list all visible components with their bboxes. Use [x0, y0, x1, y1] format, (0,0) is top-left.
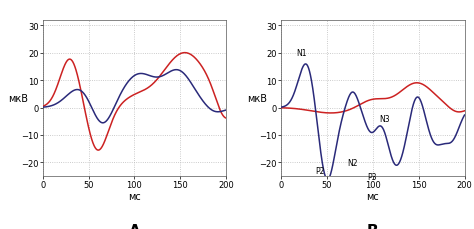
- Text: P2: P2: [315, 166, 324, 175]
- Text: N2: N2: [347, 158, 357, 167]
- Text: N3: N3: [379, 114, 390, 123]
- Text: P3: P3: [367, 172, 377, 181]
- Text: N1: N1: [296, 49, 306, 58]
- Y-axis label: мкВ: мкВ: [246, 93, 267, 104]
- Text: A: A: [128, 223, 140, 229]
- X-axis label: мс: мс: [366, 191, 379, 201]
- X-axis label: мс: мс: [128, 191, 141, 201]
- Text: B: B: [367, 223, 379, 229]
- Y-axis label: мкВ: мкВ: [8, 93, 28, 104]
